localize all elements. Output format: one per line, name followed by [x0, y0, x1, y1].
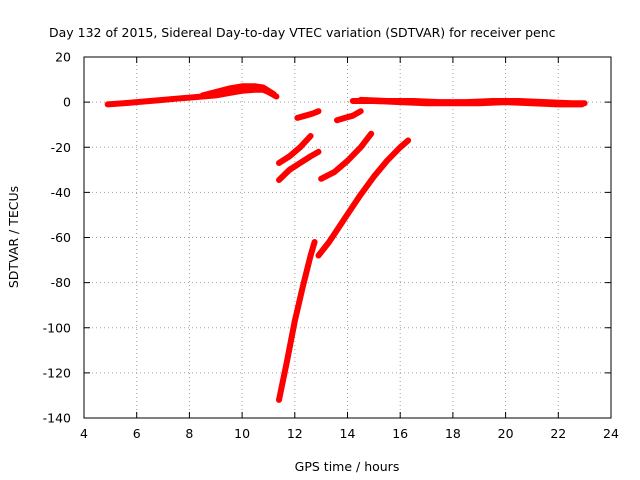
- y-tick-label: -120: [43, 365, 71, 380]
- y-tick-label: -100: [43, 320, 71, 335]
- x-tick-label: 10: [234, 426, 250, 441]
- y-tick-label: 0: [63, 95, 71, 110]
- axis-ticks: 4 6 8 10 12 14 16 18 20 22 24 20 0 -20 -40 -60 -80 -100 -1…: [43, 50, 619, 442]
- series-line-arc-7: [276, 133, 314, 166]
- x-tick-label: 4: [80, 426, 88, 441]
- chart-title: Day 132 of 2015, Sidereal Day-to-day VTE…: [49, 25, 556, 40]
- x-tick-label: 14: [340, 426, 356, 441]
- x-tick-label: 6: [133, 426, 141, 441]
- x-tick-label: 16: [392, 426, 408, 441]
- x-tick-label: 8: [185, 426, 193, 441]
- series-line-arc-10: [276, 239, 318, 403]
- series-line-arc-6: [357, 96, 588, 107]
- series-line-arc-2: [199, 83, 277, 99]
- y-axis-label: SDTVAR / TECUs: [6, 186, 21, 288]
- grid-lines: [84, 57, 611, 418]
- x-tick-label: 24: [603, 426, 619, 441]
- data-series: [104, 83, 588, 403]
- series-line-arc-4: [334, 108, 364, 124]
- series-line-arc-9: [318, 130, 375, 182]
- y-tick-label: -40: [51, 185, 71, 200]
- x-tick-label: 18: [445, 426, 461, 441]
- x-tick-label: 20: [498, 426, 514, 441]
- y-tick-label: -20: [51, 140, 71, 155]
- y-tick-label: -60: [51, 230, 71, 245]
- y-tick-label: -140: [43, 411, 71, 426]
- series-line-arc-3: [294, 108, 322, 121]
- x-tick-label: 22: [550, 426, 566, 441]
- y-tick-label: 20: [55, 50, 71, 65]
- x-axis-label: GPS time / hours: [295, 459, 400, 474]
- series-line-arc-11: [315, 137, 412, 259]
- x-tick-label: 12: [287, 426, 303, 441]
- series-line-arc-8: [276, 148, 322, 183]
- plot-area-border: [83, 56, 612, 419]
- y-tick-label: -80: [51, 275, 71, 290]
